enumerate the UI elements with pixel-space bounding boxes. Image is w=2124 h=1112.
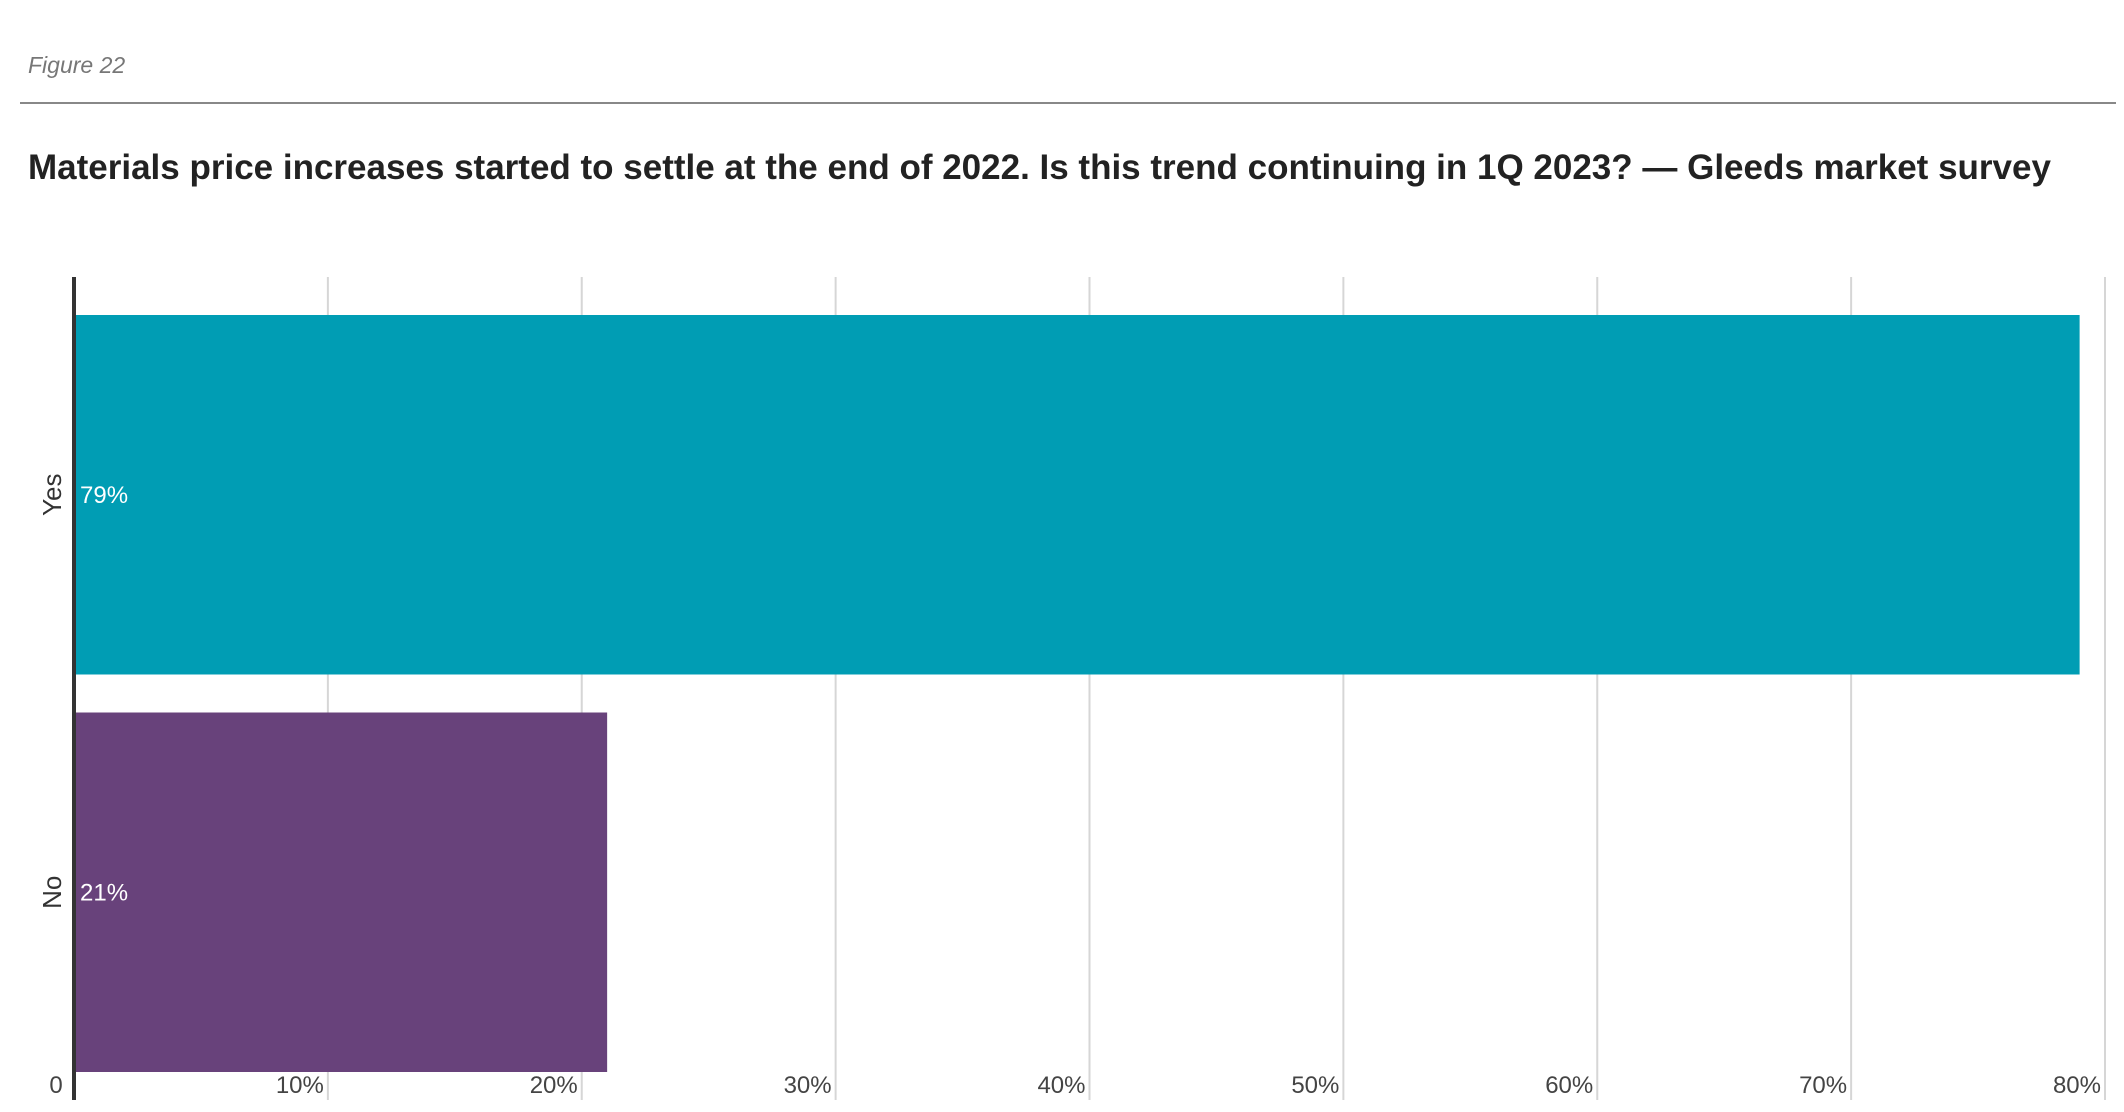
x-tick-labels: 0 10% 20% 30% 40% 50% 60% 70% 80% xyxy=(49,1072,2101,1099)
x-tick-label: 0 xyxy=(49,1072,62,1099)
x-tick-label: 20% xyxy=(530,1072,578,1099)
figure-label: Figure 22 xyxy=(28,52,126,78)
data-label: 79% xyxy=(80,482,128,509)
bars xyxy=(74,315,2080,1072)
category-label: No xyxy=(37,876,67,909)
bar-yes xyxy=(74,315,2080,675)
x-tick-label: 70% xyxy=(1799,1072,1847,1099)
x-tick-label: 50% xyxy=(1291,1072,1339,1099)
category-labels: Yes No xyxy=(37,474,67,909)
x-tick-label: 10% xyxy=(276,1072,324,1099)
x-tick-label: 60% xyxy=(1545,1072,1593,1099)
category-label: Yes xyxy=(37,474,67,516)
x-tick-label: 40% xyxy=(1037,1072,1085,1099)
chart-title: Materials price increases started to set… xyxy=(28,148,2051,187)
x-tick-label: 30% xyxy=(784,1072,832,1099)
data-labels: 79% 21% xyxy=(80,482,128,907)
x-tick-label: 80% xyxy=(2053,1072,2101,1099)
bar-no xyxy=(74,712,608,1072)
header-divider xyxy=(20,102,2116,104)
data-label: 21% xyxy=(80,879,128,906)
